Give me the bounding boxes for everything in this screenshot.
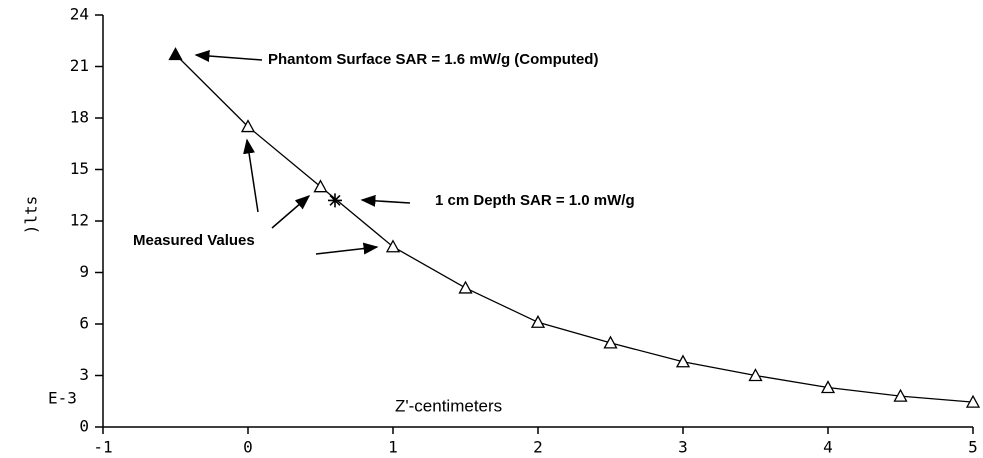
x-tick-label: 0 <box>243 438 253 457</box>
annotation: Phantom Surface SAR = 1.6 mW/g (Computed… <box>268 51 598 68</box>
arrows <box>194 50 411 255</box>
y-axis-label: )lts <box>22 196 41 235</box>
measured-marker <box>603 335 618 349</box>
x-axis-label: Z'-centimeters <box>395 396 502 415</box>
annotation: Measured Values <box>133 232 255 249</box>
measured-marker <box>748 368 763 382</box>
measured-marker <box>313 179 328 193</box>
x-tick-label: 4 <box>823 438 833 457</box>
measured-marker <box>893 388 908 402</box>
x-tick-label: 5 <box>968 438 978 457</box>
measured-marker <box>240 119 256 133</box>
measured-marker <box>385 239 401 253</box>
y-tick-label: 15 <box>70 159 89 178</box>
y-tick-label: 9 <box>79 262 89 281</box>
measured-marker <box>820 380 836 394</box>
y-tick-label: 21 <box>70 56 89 75</box>
y-tick-label: 6 <box>79 314 89 333</box>
y-multiplier: E-3 <box>48 389 77 408</box>
x-tick-label: 3 <box>678 438 688 457</box>
y-tick-label: 12 <box>70 211 89 230</box>
curve <box>175 54 974 403</box>
x-tick-label: 2 <box>533 438 543 457</box>
x-tick-label: -1 <box>93 438 112 457</box>
computed-marker <box>168 47 183 61</box>
measured-marker <box>965 394 981 408</box>
y-tick-label: 0 <box>79 417 89 436</box>
y-tick-label: 24 <box>70 5 89 24</box>
measured-marker <box>530 314 546 328</box>
y-tick-label: 3 <box>79 365 89 384</box>
x-tick-label: 1 <box>388 438 398 457</box>
annotation: 1 cm Depth SAR = 1.0 mW/g <box>435 192 635 209</box>
y-tick-label: 18 <box>70 108 89 127</box>
measured-marker <box>458 280 473 294</box>
depth-marker <box>328 193 342 208</box>
measured-marker <box>675 354 691 368</box>
